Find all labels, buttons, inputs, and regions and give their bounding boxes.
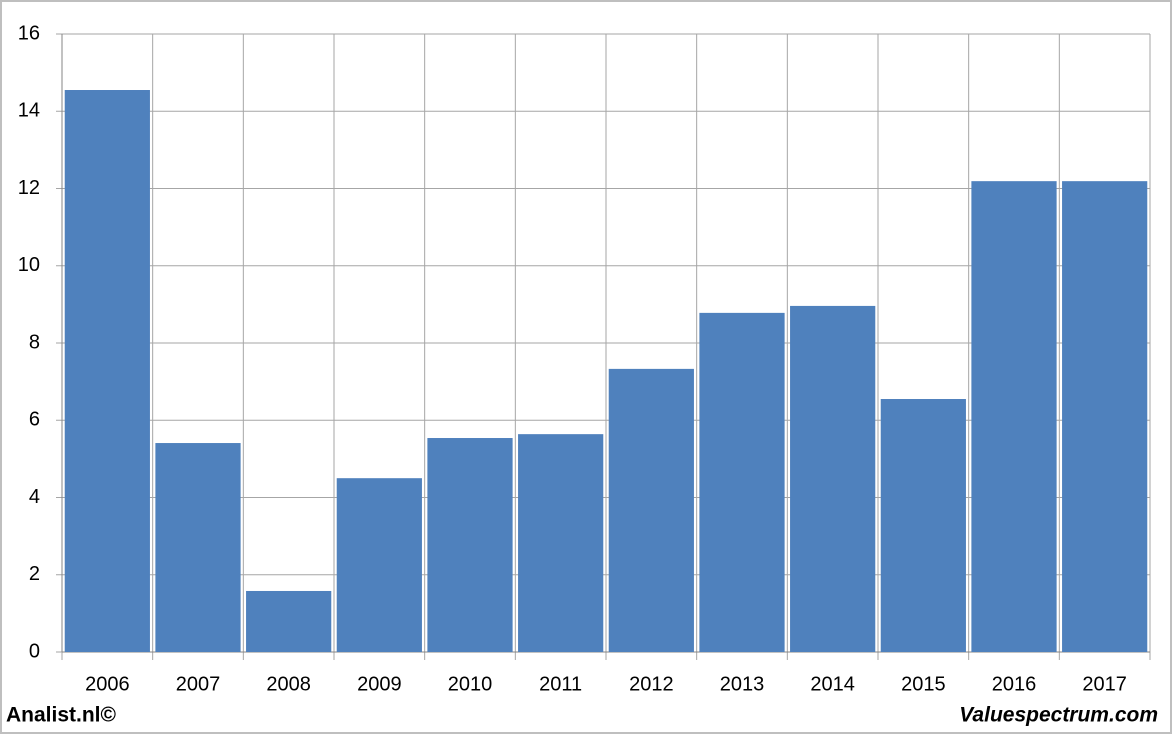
y-tick-label: 2 xyxy=(29,563,40,585)
y-tick-label: 4 xyxy=(29,486,40,508)
footer-right: Valuespectrum.com xyxy=(959,704,1158,727)
x-tick-label: 2007 xyxy=(176,673,221,695)
bar xyxy=(608,368,694,652)
x-tick-label: 2017 xyxy=(1082,673,1127,695)
y-tick-label: 14 xyxy=(18,100,40,122)
y-tick-label: 0 xyxy=(29,640,40,662)
x-tick-label: 2016 xyxy=(992,673,1037,695)
x-tick-label: 2013 xyxy=(720,673,765,695)
y-tick-label: 6 xyxy=(29,409,40,431)
x-tick-label: 2009 xyxy=(357,673,402,695)
x-tick-label: 2008 xyxy=(266,673,311,695)
bar xyxy=(518,434,604,652)
bar xyxy=(699,312,785,652)
bar xyxy=(336,478,422,652)
bar xyxy=(64,90,150,653)
x-tick-label: 2010 xyxy=(448,673,493,695)
y-tick-label: 8 xyxy=(29,331,40,353)
bar xyxy=(790,305,876,652)
x-tick-label: 2006 xyxy=(85,673,130,695)
y-tick-label: 12 xyxy=(18,177,40,199)
x-tick-label: 2014 xyxy=(810,673,855,695)
bar xyxy=(155,443,241,652)
bar xyxy=(971,181,1057,652)
bar xyxy=(1062,181,1148,652)
y-tick-label: 16 xyxy=(18,22,40,44)
x-tick-label: 2012 xyxy=(629,673,674,695)
y-tick-label: 10 xyxy=(18,254,40,276)
bar xyxy=(246,590,332,652)
footer-left: Analist.nl© xyxy=(6,704,117,727)
bar xyxy=(427,438,513,652)
x-tick-label: 2011 xyxy=(539,673,582,695)
x-tick-label: 2015 xyxy=(901,673,946,695)
bar xyxy=(880,399,966,652)
